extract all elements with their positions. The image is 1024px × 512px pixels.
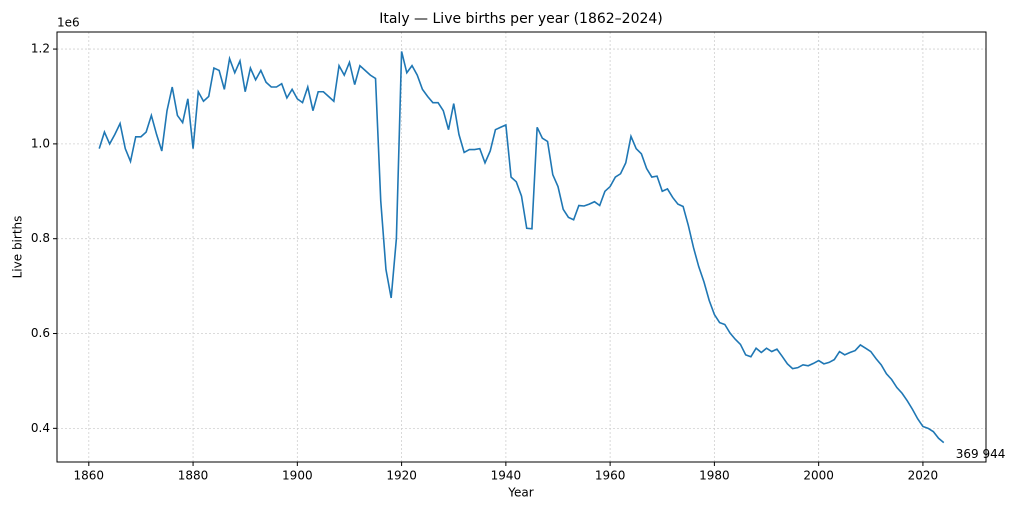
chart-title: Italy — Live births per year (1862–2024): [379, 11, 663, 27]
x-tick-label: 2020: [908, 469, 939, 483]
x-axis-label: Year: [507, 486, 533, 500]
y-tick-label: 0.8: [31, 231, 50, 245]
x-tick-label: 1900: [282, 469, 313, 483]
y-tick-label: 1.2: [31, 42, 50, 56]
x-tick-label: 2000: [803, 469, 834, 483]
y-offset-label: 1e6: [57, 16, 80, 30]
x-tick-label: 1880: [178, 469, 209, 483]
y-axis-label: Live births: [11, 216, 25, 279]
x-tick-label: 1860: [74, 469, 105, 483]
y-tick-label: 1.0: [31, 136, 50, 150]
x-tick-label: 1940: [491, 469, 522, 483]
data-line: [98, 51, 945, 444]
x-tick-label: 1960: [595, 469, 626, 483]
y-tick-label: 0.6: [31, 326, 50, 340]
x-tick-label: 1980: [699, 469, 730, 483]
y-tick-label: 0.4: [31, 421, 50, 435]
plot-frame: [56, 31, 987, 463]
end-label: 369 944: [956, 447, 1006, 461]
x-tick-label: 1920: [386, 469, 417, 483]
